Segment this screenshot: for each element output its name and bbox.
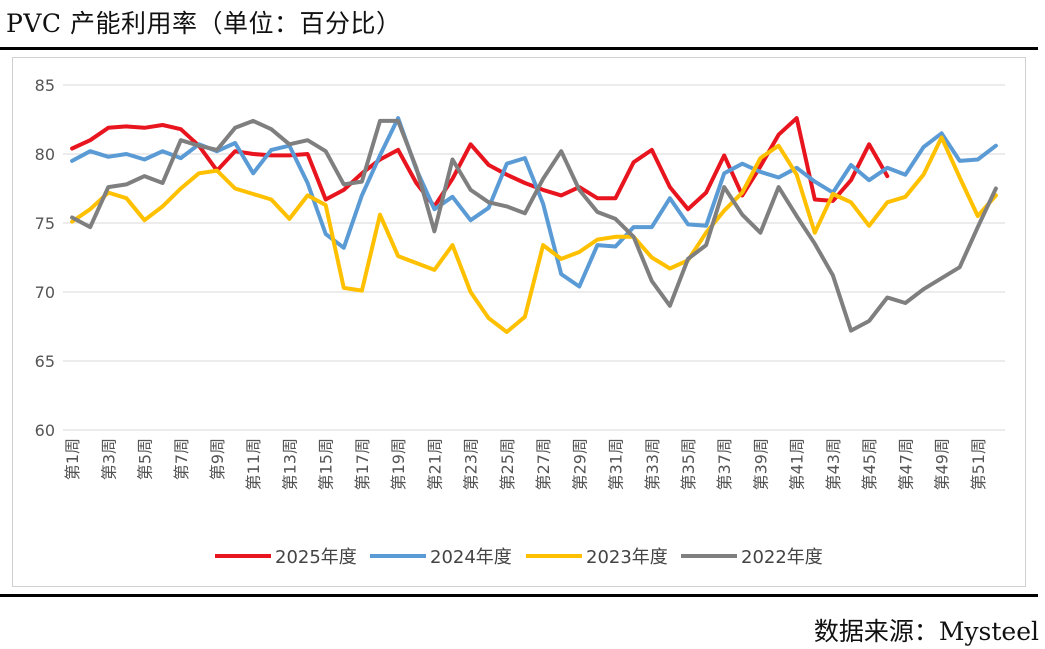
data-source: 数据来源：Mysteel: [813, 617, 1039, 646]
bottom-rule: [0, 594, 1038, 597]
series-line-2023年度: [70, 135, 998, 334]
x-tick-label-45: 第45周: [860, 438, 879, 490]
x-tick-label-7: 第7周: [172, 438, 191, 480]
y-tick-label-85: 85: [35, 76, 55, 95]
x-tick-label-37: 第37周: [715, 438, 734, 490]
legend-label-2022年度: 2022年度: [741, 547, 823, 568]
x-tick-label-33: 第33周: [643, 438, 662, 490]
y-tick-label-75: 75: [35, 214, 55, 233]
x-tick-label-27: 第27周: [534, 438, 553, 490]
x-tick-label-49: 第49周: [933, 438, 952, 490]
x-tick-label-35: 第35周: [679, 438, 698, 490]
x-tick-label-3: 第3周: [99, 438, 118, 480]
x-tick-label-17: 第17周: [353, 438, 372, 490]
chart-frame: [12, 57, 1026, 587]
x-tick-label-15: 第15周: [317, 438, 336, 490]
x-tick-label-23: 第23周: [462, 438, 481, 490]
x-tick-label-9: 第9周: [208, 438, 227, 480]
y-tick-label-65: 65: [35, 352, 55, 371]
x-tick-label-43: 第43周: [824, 438, 843, 490]
x-tick-label-51: 第51周: [969, 438, 988, 490]
x-tick-label-19: 第19周: [389, 438, 408, 490]
x-tick-label-47: 第47周: [896, 438, 915, 490]
y-tick-label-60: 60: [35, 421, 55, 440]
y-tick-label-80: 80: [35, 145, 55, 164]
series-line-2024年度: [70, 116, 998, 289]
x-tick-label-11: 第11周: [244, 438, 263, 490]
x-tick-label-29: 第29周: [570, 438, 589, 490]
x-tick-label-25: 第25周: [498, 438, 517, 490]
y-tick-label-70: 70: [35, 283, 55, 302]
x-tick-label-39: 第39周: [751, 438, 770, 490]
legend-label-2025年度: 2025年度: [275, 547, 357, 568]
x-tick-label-1: 第1周: [63, 438, 82, 480]
x-tick-label-21: 第21周: [425, 438, 444, 490]
chart-title: PVC 产能利用率（单位：百分比）: [6, 9, 402, 38]
top-rule: [0, 47, 1038, 50]
legend-label-2024年度: 2024年度: [430, 547, 512, 568]
series-line-2025年度: [70, 116, 890, 212]
series-line-2022年度: [70, 118, 998, 333]
x-tick-label-41: 第41周: [788, 438, 807, 490]
legend-label-2023年度: 2023年度: [586, 547, 668, 568]
x-tick-label-13: 第13周: [280, 438, 299, 490]
x-tick-label-5: 第5周: [136, 438, 155, 480]
x-tick-label-31: 第31周: [607, 438, 626, 490]
